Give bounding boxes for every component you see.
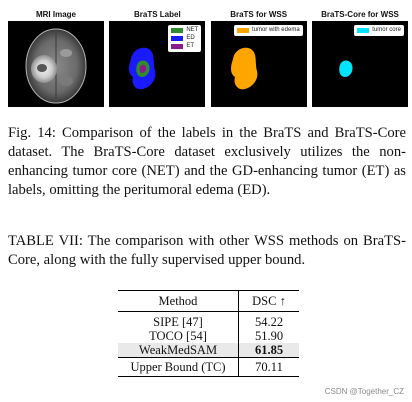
legend-label: tumor core <box>372 27 401 33</box>
dsc-cell: 70.11 <box>255 360 283 374</box>
mri-image <box>8 21 104 107</box>
table-row: TOCO [54] 51.90 <box>118 329 299 343</box>
legend-item-net: NET <box>171 27 198 34</box>
legend-item-tumor-core: tumor core <box>357 27 401 34</box>
legend-swatch <box>236 28 249 33</box>
figure-caption: Fig. 14: Comparison of the labels in the… <box>8 125 406 198</box>
panel-mri-image: MRI Image <box>8 8 104 108</box>
legend: NET ED ET <box>168 25 202 52</box>
table-row-upper-bound: Upper Bound (TC) 70.11 <box>118 357 299 377</box>
header-method: Method <box>118 290 239 312</box>
method-cell: SIPE [47] <box>118 311 239 329</box>
legend-item-et: ET <box>171 43 198 50</box>
method-cell: Upper Bound (TC) <box>118 357 239 377</box>
legend-swatch <box>357 28 370 33</box>
panel-title: BraTS Label <box>133 10 181 19</box>
brats-wss-image: tumor with edema <box>210 21 307 107</box>
legend-swatch <box>171 44 184 49</box>
legend: tumor with edema <box>233 25 303 36</box>
legend-label: tumor with edema <box>251 27 300 33</box>
legend-item-tumor-with-edema: tumor with edema <box>236 27 300 34</box>
comparison-table: Method DSC ↑ SIPE [47] 54.22 TOCO [54] 5… <box>118 290 299 377</box>
legend-label: NET <box>186 27 199 33</box>
brats-label-image: NET ED ET <box>109 21 206 107</box>
method-cell: TOCO [54] <box>118 329 239 343</box>
panel-brats-label: BraTS Label NET ED ET <box>109 8 206 108</box>
legend: tumor core <box>354 25 404 36</box>
dsc-cell: 54.22 <box>254 315 284 329</box>
legend-label: ED <box>186 35 195 41</box>
panel-title: BraTS for WSS <box>230 10 288 19</box>
brats-core-wss-image: tumor core <box>311 21 408 107</box>
legend-label: ET <box>186 43 194 49</box>
table-caption: TABLE VII: The comparison with other WSS… <box>8 233 406 268</box>
dsc-cell: 61.85 <box>238 343 299 358</box>
panel-title: BraTS-Core for WSS <box>321 10 399 19</box>
panel-brats-core-wss: BraTS-Core for WSS tumor core <box>311 8 408 108</box>
legend-swatch <box>171 28 184 33</box>
table-row: SIPE [47] 54.22 <box>118 311 299 329</box>
panel-brats-wss: BraTS for WSS tumor with edema <box>210 8 307 108</box>
figure-14: MRI Image <box>8 8 408 108</box>
table-header-row: Method DSC ↑ <box>118 290 299 312</box>
legend-item-ed: ED <box>171 35 198 42</box>
method-cell: WeakMedSAM <box>118 343 239 358</box>
table-row-highlighted: WeakMedSAM 61.85 <box>118 343 299 358</box>
header-dsc: DSC ↑ <box>252 294 286 308</box>
dsc-cell: 51.90 <box>254 329 284 343</box>
watermark: CSDN @Together_CZ <box>324 387 404 396</box>
panel-title: MRI Image <box>35 10 76 19</box>
legend-swatch <box>171 36 184 41</box>
